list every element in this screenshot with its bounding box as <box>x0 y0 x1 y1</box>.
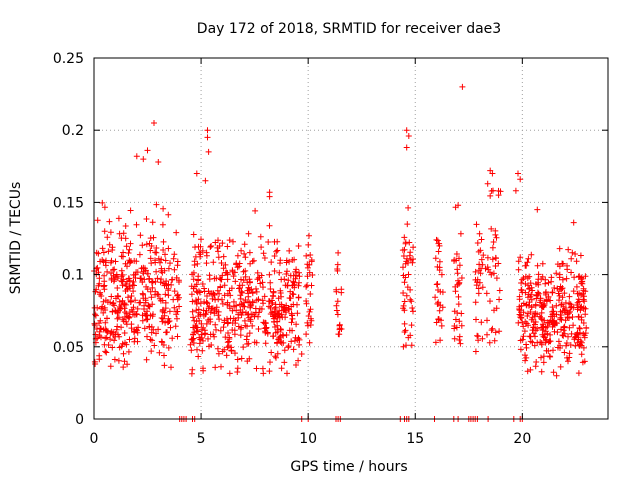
x-tick-label: 0 <box>90 431 99 447</box>
x-tick-label: 15 <box>406 431 424 447</box>
plot-frame <box>93 57 609 420</box>
y-axis-label: SRMTID / TECUs <box>8 182 24 295</box>
y-tick-label: 0.15 <box>53 195 84 211</box>
y-tick-label: 0.1 <box>62 268 84 284</box>
scatter-markers <box>91 83 590 422</box>
data-points <box>91 83 590 422</box>
chart-title: Day 172 of 2018, SRMTID for receiver dae… <box>197 21 501 37</box>
y-tick-label: 0 <box>75 412 84 428</box>
axis-ticks: 0 0.05 0.1 0.15 0.2 0.25 0 5 10 15 20 <box>53 51 608 447</box>
x-axis-label: GPS time / hours <box>290 459 407 475</box>
x-tick-label: 20 <box>513 431 531 447</box>
y-tick-label: 0.2 <box>62 123 84 139</box>
x-tick-label: 5 <box>197 431 206 447</box>
y-tick-label: 0.05 <box>53 340 84 356</box>
x-tick-label: 10 <box>299 431 317 447</box>
y-tick-label: 0.25 <box>53 51 84 67</box>
